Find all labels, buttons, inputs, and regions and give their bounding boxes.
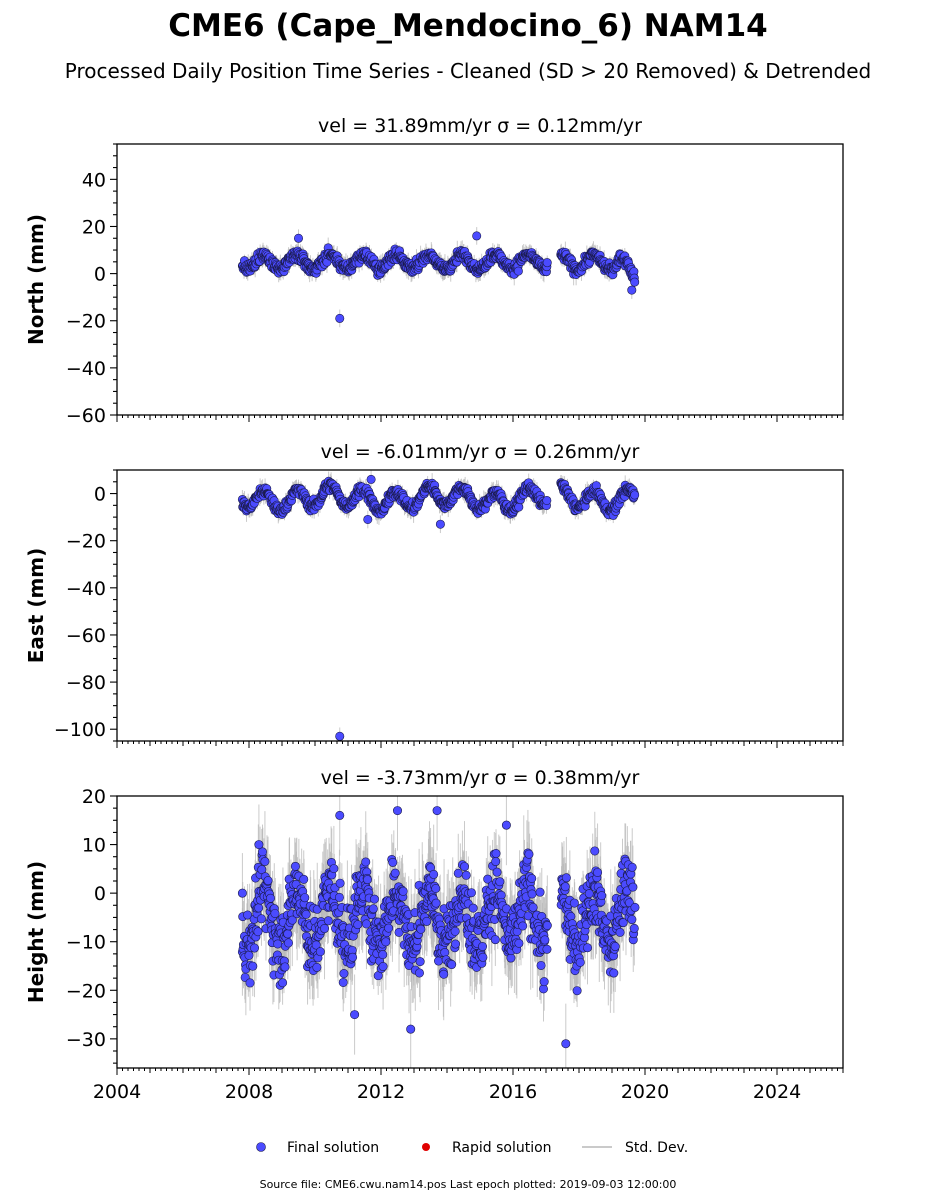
data-point: [280, 962, 290, 972]
data-point: [287, 915, 297, 925]
data-point: [348, 952, 358, 962]
y-tick-label: 20: [82, 216, 106, 238]
north-panel: vel = 31.89mm/yr σ = 0.12mm/yr North (mm)…: [24, 115, 844, 427]
data-point: [273, 939, 283, 949]
data-point: [542, 495, 552, 505]
data-point: [472, 231, 482, 241]
data-point: [254, 903, 264, 913]
data-point: [362, 875, 372, 885]
data-points-north: [237, 231, 640, 323]
data-point: [283, 938, 293, 948]
data-point: [253, 927, 263, 937]
y-tick-label: −40: [66, 578, 106, 600]
data-point: [315, 947, 325, 957]
data-point: [245, 978, 255, 988]
data-points-east: [237, 474, 640, 741]
y-tick-label: −20: [66, 531, 106, 553]
data-point: [278, 978, 288, 988]
data-point: [260, 856, 270, 866]
data-point: [335, 878, 345, 888]
figure-title: CME6 (Cape_Mendocino_6) NAM14: [168, 8, 767, 44]
data-point: [257, 865, 267, 875]
y-axis-label-east: East (mm): [24, 548, 48, 664]
panel-title-north: vel = 31.89mm/yr σ = 0.12mm/yr: [318, 115, 642, 137]
data-point: [250, 943, 260, 953]
data-point: [300, 893, 310, 903]
data-point: [323, 916, 333, 926]
data-point: [293, 233, 303, 243]
data-point: [270, 908, 280, 918]
y-tick-label: −80: [66, 672, 106, 694]
panel-title-east: vel = -6.01mm/yr σ = 0.26mm/yr: [321, 441, 640, 463]
data-point: [630, 277, 640, 287]
data-point: [263, 876, 273, 886]
data-point: [243, 910, 253, 920]
y-tick-label: −60: [66, 405, 106, 427]
data-point: [353, 920, 363, 930]
data-point: [256, 914, 266, 924]
data-point: [542, 258, 552, 268]
data-point: [514, 502, 524, 512]
data-point: [435, 519, 445, 529]
data-point: [248, 961, 258, 971]
y-axis-label-north: North (mm): [24, 214, 48, 345]
data-point: [301, 909, 311, 919]
data-point: [339, 969, 349, 979]
y-tick-label: 0: [94, 484, 106, 506]
data-layer-north: [237, 227, 640, 328]
data-point: [320, 924, 330, 934]
y-tick-label: −60: [66, 625, 106, 647]
data-point: [338, 977, 348, 987]
data-point: [335, 313, 345, 323]
height-panel: vel = -3.73mm/yr σ = 0.38mm/yr Height (mm…: [24, 767, 844, 1103]
data-layer-east: [237, 470, 640, 741]
data-layer-height: [237, 796, 640, 1068]
y-tick-label: −100: [54, 719, 106, 741]
data-point: [283, 929, 293, 939]
data-point: [627, 285, 637, 295]
data-point: [312, 962, 322, 972]
data-point: [265, 893, 275, 903]
data-point: [335, 731, 345, 741]
data-point: [630, 490, 640, 500]
data-points-height: [237, 806, 640, 1049]
figure-subtitle: Processed Daily Position Time Series - C…: [65, 59, 871, 83]
data-point: [334, 892, 344, 902]
east-panel: vel = -6.01mm/yr σ = 0.26mm/yr East (mm) 0…: [24, 441, 844, 748]
y-tick-label: −40: [66, 358, 106, 380]
data-point: [361, 857, 371, 867]
data-point: [244, 950, 254, 960]
data-point: [363, 514, 373, 524]
data-point: [299, 874, 309, 884]
y-tick-label: 0: [94, 264, 106, 286]
data-point: [361, 919, 371, 929]
data-point: [290, 861, 300, 871]
y-tick-label: −20: [66, 311, 106, 333]
panel-title-height: vel = -3.73mm/yr σ = 0.38mm/yr: [321, 767, 640, 789]
data-point: [513, 266, 523, 276]
data-point: [366, 474, 376, 484]
y-axis-label-height: Height (mm): [24, 861, 48, 1003]
data-point: [311, 940, 321, 950]
data-point: [329, 864, 339, 874]
y-tick-label: 40: [82, 169, 106, 191]
